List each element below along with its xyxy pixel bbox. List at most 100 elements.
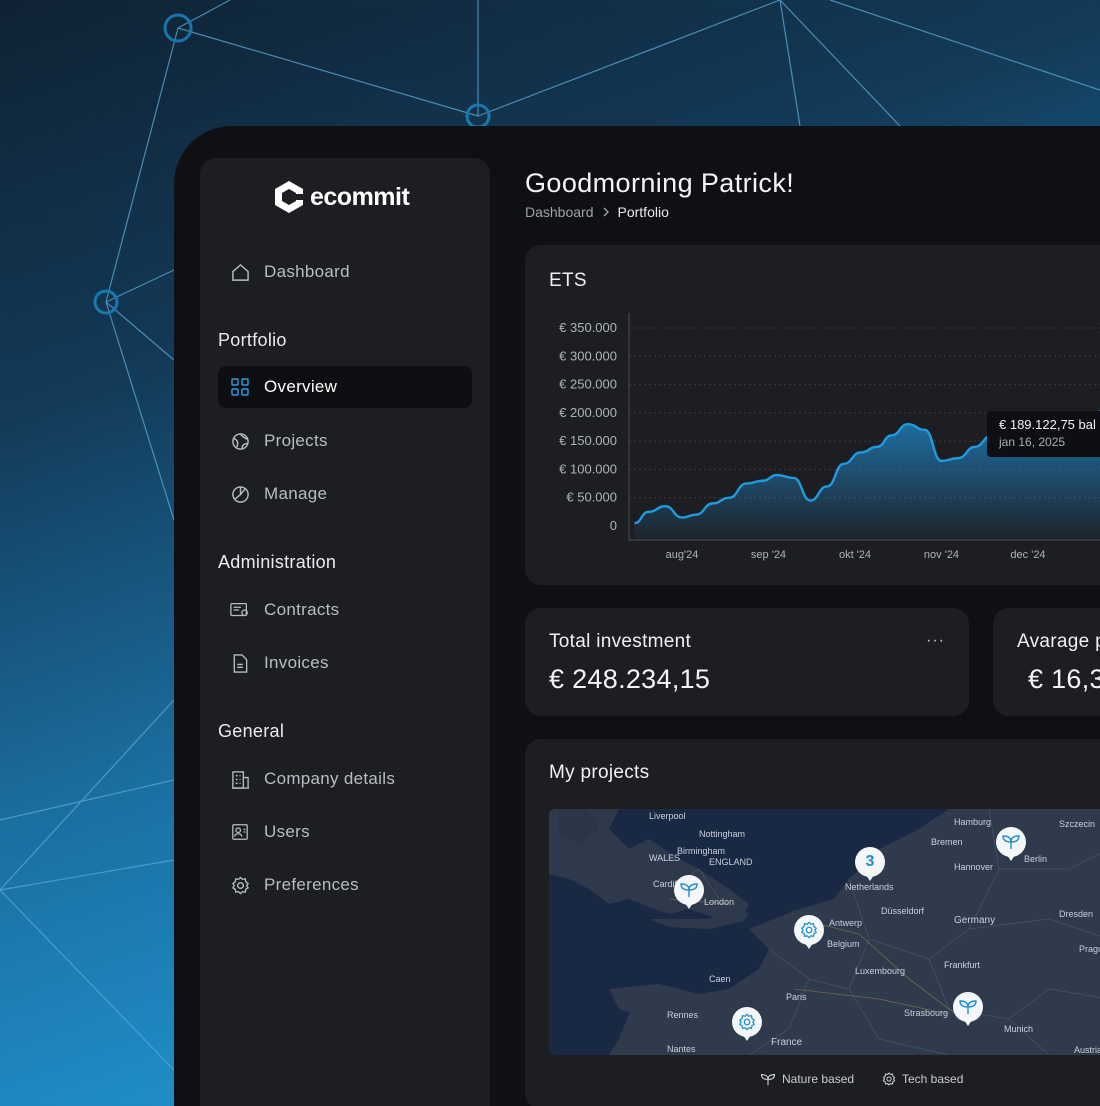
y-tick-label: € 350.000	[559, 320, 617, 335]
gear-icon	[882, 1072, 896, 1086]
sidebar-item-projects[interactable]: Projects	[218, 420, 472, 462]
map-label: Nantes	[667, 1044, 696, 1054]
sprout-icon	[1002, 835, 1020, 849]
sidebar-item-overview[interactable]: Overview	[218, 366, 472, 408]
page-title: Goodmorning Patrick!	[525, 168, 795, 198]
map-label: Cardiff	[653, 879, 680, 889]
projects-map[interactable]: Liverpool Nottingham Birmingham ENGLAND …	[549, 809, 1100, 1055]
total-investment-card: Total investment € 248.234,15 ···	[525, 608, 969, 716]
sprout-icon	[760, 1073, 776, 1085]
chart-tooltip: € 189.122,75 bal jan 16, 2025	[987, 411, 1100, 457]
map-label: Munich	[1004, 1024, 1034, 1034]
tooltip-date: jan 16, 2025	[999, 435, 1066, 449]
sidebar-item-label: Projects	[264, 431, 328, 450]
map-label: Berlin	[1024, 854, 1048, 864]
document-icon	[230, 653, 250, 673]
series-area	[634, 411, 1100, 540]
section-administration: Administration	[218, 552, 337, 572]
ets-chart[interactable]: € 350.000 € 300.000 € 250.000 € 200.000 € 15…	[525, 245, 1100, 585]
breadcrumb-dashboard[interactable]: Dashboard	[525, 204, 594, 220]
y-tick-label: € 200.000	[559, 405, 617, 420]
card-title: ETS	[549, 270, 587, 291]
home-icon	[230, 262, 250, 282]
sidebar-item-label: Contracts	[264, 600, 340, 619]
map-label: Luxembourg	[855, 966, 906, 976]
chevron-right-icon	[602, 204, 610, 220]
cluster-pin[interactable]: 3	[855, 847, 885, 881]
map-label: Rennes	[667, 1010, 699, 1020]
gear-icon	[800, 921, 818, 939]
tooltip-value: € 189.122,75 bal	[999, 417, 1096, 432]
app-logo[interactable]: ecommit	[274, 180, 410, 214]
sidebar-item-dashboard[interactable]: Dashboard	[218, 251, 472, 293]
map-label: Frankfurt	[944, 960, 981, 970]
sprout-icon	[959, 1000, 977, 1014]
map-label: Antwerp	[829, 918, 863, 928]
x-tick-label: dec '24	[1010, 549, 1045, 561]
nature-project-pin[interactable]	[953, 992, 983, 1026]
nature-project-pin[interactable]	[674, 875, 704, 909]
section-portfolio: Portfolio	[218, 330, 287, 350]
sidebar-item-users[interactable]: Users	[218, 811, 472, 853]
gear-icon	[738, 1013, 756, 1031]
ets-chart-card: ETS € 350.000 € 300.000 € 250.000 € 200.000…	[525, 245, 1100, 585]
sidebar-item-contracts[interactable]: Contracts	[218, 589, 472, 631]
map-label: Dresden	[1059, 909, 1094, 919]
legend-tech: Tech based	[882, 1072, 963, 1086]
legend-label: Tech based	[902, 1072, 964, 1086]
x-tick-label: sep '24	[751, 549, 786, 561]
y-tick-label: € 50.000	[566, 490, 617, 505]
y-tick-label: € 250.000	[559, 377, 617, 392]
map-label: Bremen	[931, 837, 963, 847]
x-tick-label: aug'24	[666, 549, 699, 561]
tech-project-pin[interactable]	[732, 1007, 762, 1041]
map-label: Prague	[1079, 944, 1100, 954]
breadcrumb-portfolio: Portfolio	[617, 204, 669, 220]
map-label: Paris	[786, 992, 807, 1002]
kpi-label: Total investment	[549, 631, 692, 652]
sidebar-item-label: Users	[264, 822, 310, 841]
sidebar-item-label: Preferences	[264, 875, 359, 894]
nature-project-pin[interactable]	[996, 827, 1026, 861]
y-tick-label: € 150.000	[559, 433, 617, 448]
map-label: Szczecin	[1059, 819, 1096, 829]
map-label: ENGLAND	[709, 857, 753, 867]
map-label: Liverpool	[649, 811, 686, 821]
y-tick-label: 0	[610, 518, 617, 533]
cluster-count: 3	[865, 853, 875, 870]
map-label: London	[704, 897, 735, 907]
sidebar-item-label: Dashboard	[264, 262, 350, 281]
map-label: Belgium	[827, 939, 860, 949]
map-label: Caen	[709, 974, 731, 984]
more-options-button[interactable]: ···	[926, 632, 945, 649]
x-tick-label: nov '24	[924, 549, 959, 561]
map-label: Netherlands	[845, 882, 894, 892]
map-label: Strasbourg	[904, 1008, 949, 1018]
my-projects-card: My projects Liverpool	[525, 739, 1100, 1106]
map-label: WALES	[649, 853, 681, 863]
map-label: Austria	[1074, 1045, 1100, 1055]
series-line	[634, 410, 1100, 525]
user-card-icon	[230, 822, 250, 842]
sidebar-item-manage[interactable]: Manage	[218, 473, 472, 515]
sidebar-item-invoices[interactable]: Invoices	[218, 642, 472, 684]
legend-nature: Nature based	[760, 1072, 854, 1086]
map-label: Nottingham	[699, 829, 746, 839]
sidebar-item-label: Overview	[264, 377, 338, 396]
pie-chart-icon	[230, 484, 250, 504]
y-tick-label: € 100.000	[559, 461, 617, 476]
sprout-icon	[680, 883, 698, 897]
globe-icon	[230, 431, 250, 451]
map-background	[549, 809, 1100, 1055]
map-label: Hannover	[954, 862, 994, 872]
gear-icon	[230, 875, 250, 895]
sidebar: ecommit Dashboard Portfolio Overview Pro…	[200, 158, 490, 1106]
sidebar-item-company-details[interactable]: Company details	[218, 758, 472, 800]
y-tick-label: € 300.000	[559, 348, 617, 363]
x-tick-label: okt '24	[839, 549, 871, 561]
sidebar-item-label: Manage	[264, 484, 328, 503]
tech-project-pin[interactable]	[794, 915, 824, 949]
average-card: Avarage p € 16,3	[993, 608, 1100, 716]
sidebar-item-preferences[interactable]: Preferences	[218, 864, 472, 906]
